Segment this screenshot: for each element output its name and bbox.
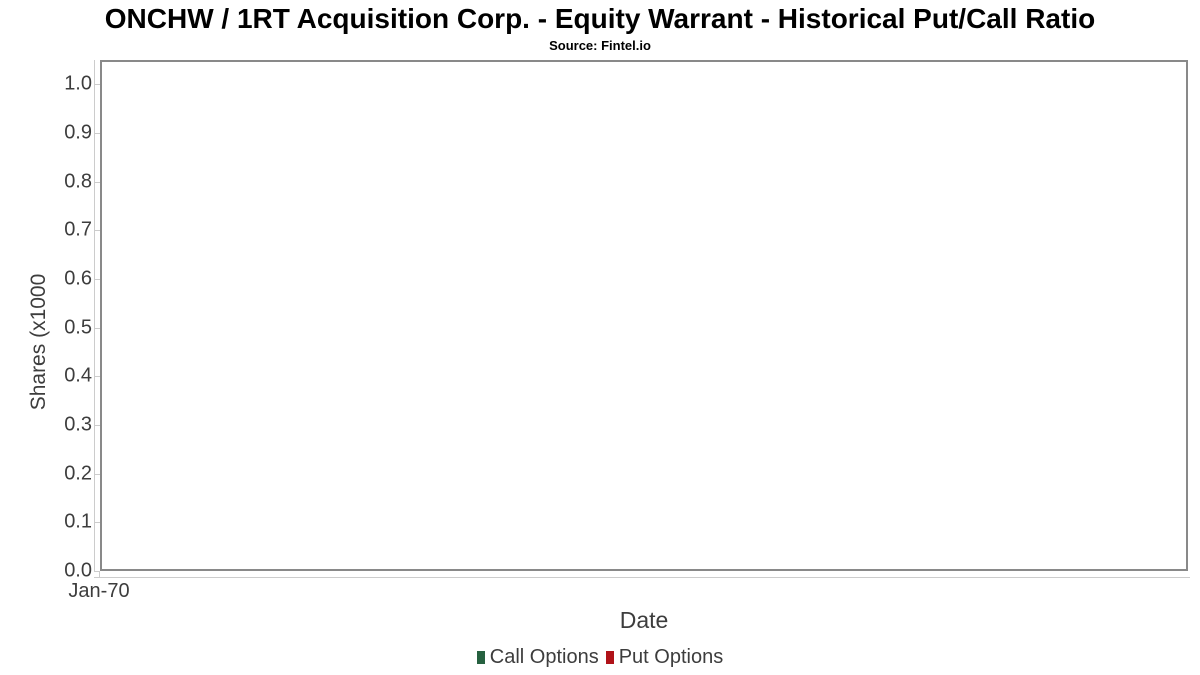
y-tickmark (94, 133, 100, 134)
legend-marker-icon (605, 651, 614, 664)
x-tickmark (99, 571, 100, 578)
y-axis-spine (94, 60, 95, 571)
y-tickmark (94, 571, 100, 572)
legend-label: Call Options (489, 646, 599, 668)
y-tick-label: 0.2 (64, 462, 92, 485)
y-tick-label: 0.1 (64, 510, 92, 533)
y-tickmark (94, 230, 100, 232)
chart-title: ONCHW / 1RT Acquisition Corp. - Equity W… (104, 3, 1096, 34)
y-tick-label: 0.9 (64, 121, 92, 144)
y-tick-label: 1.0 (64, 72, 92, 95)
x-tick-label: Jan-70 (68, 580, 130, 602)
plot-area (100, 60, 1188, 571)
y-tickmark (94, 181, 100, 183)
y-tick-label: 0.5 (64, 316, 92, 339)
y-tick-label: 0.4 (64, 364, 92, 387)
y-tickmark (94, 327, 100, 329)
y-tick-label: 0.0 (64, 559, 92, 582)
y-tickmark (94, 522, 100, 524)
legend-item-call-options: Call Options (476, 646, 599, 669)
y-tick-label: 0.3 (64, 413, 92, 436)
y-tick-label: 0.8 (64, 170, 92, 193)
y-tickmark (94, 473, 100, 475)
legend-item-put-options: Put Options (605, 646, 724, 669)
x-axis-label: Date (619, 607, 669, 633)
legend-marker-icon (476, 651, 485, 664)
y-tickmark (94, 279, 100, 280)
legend-label: Put Options (618, 646, 724, 668)
x-axis-spine (94, 577, 1190, 578)
y-tick-label: 0.7 (64, 218, 92, 241)
y-tick-label: 0.6 (64, 267, 92, 290)
chart-legend: Call Options Put Options (0, 646, 1200, 669)
y-tickmark (94, 376, 100, 378)
chart-subtitle: Source: Fintel.io (549, 38, 651, 53)
y-tickmark (94, 84, 100, 86)
y-tickmark (94, 425, 100, 426)
